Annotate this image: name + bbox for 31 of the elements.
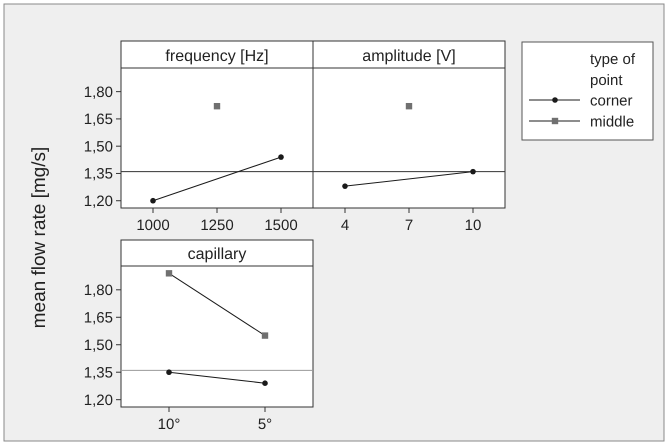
y-axis-title: mean flow rate [mg/s]: [29, 146, 50, 328]
y-tick-label: 1,50: [84, 336, 113, 354]
y-tick-label: 1,80: [84, 282, 113, 300]
x-tick-label: 10: [464, 217, 482, 234]
x-tick-label: 10°: [158, 416, 180, 433]
point: [150, 198, 156, 204]
x-tick-label: 7: [404, 217, 414, 234]
legend-label: corner: [590, 92, 633, 110]
y-tick-label: 1,65: [84, 111, 113, 128]
x-tick-label: 1000: [136, 217, 170, 234]
legend-label: middle: [590, 113, 634, 130]
chart-title: frequency [Hz]: [165, 48, 269, 65]
point: [166, 369, 172, 376]
point: [214, 102, 220, 110]
y-tick-label: 1,80: [84, 84, 113, 101]
y-tick-label: 1,20: [84, 392, 113, 409]
point: [166, 270, 172, 277]
x-tick-label: 1250: [200, 217, 234, 234]
y-tick-label: 1,50: [84, 138, 113, 156]
chart-title: amplitude [V]: [362, 48, 456, 65]
point: [278, 154, 284, 160]
y-tick-label: 1,35: [84, 364, 113, 382]
x-tick-label: 4: [340, 217, 350, 234]
y-tick-label: 1,20: [84, 192, 113, 210]
chart-title: capillary: [188, 246, 246, 263]
y-tick-label: 1,65: [84, 310, 113, 327]
x-tick-label: 1500: [264, 217, 298, 234]
point: [262, 332, 268, 339]
point: [262, 380, 268, 386]
y-tick-label: 1,35: [84, 166, 113, 183]
x-tick-label: 5°: [258, 416, 272, 433]
